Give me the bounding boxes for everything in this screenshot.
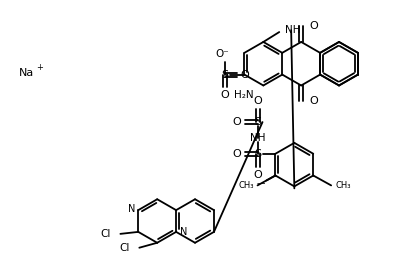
Text: +: + (36, 63, 43, 72)
Text: O: O (232, 117, 241, 127)
Text: N: N (180, 227, 188, 237)
Text: O: O (240, 70, 249, 80)
Text: S: S (254, 117, 261, 127)
Text: Cl: Cl (119, 243, 129, 253)
Text: CH₃: CH₃ (335, 181, 351, 190)
Text: O: O (253, 169, 262, 179)
Text: NH: NH (285, 25, 301, 35)
Text: H₂N: H₂N (234, 90, 254, 100)
Text: O: O (232, 149, 241, 159)
Text: O: O (253, 96, 262, 106)
Text: O⁻: O⁻ (216, 49, 230, 59)
Text: O: O (220, 90, 229, 100)
Text: S: S (221, 70, 228, 80)
Text: NH: NH (250, 133, 265, 143)
Text: N: N (128, 204, 135, 214)
Text: S: S (254, 149, 261, 159)
Text: O: O (309, 21, 318, 31)
Text: CH₃: CH₃ (238, 181, 254, 190)
Text: Cl: Cl (100, 229, 110, 239)
Text: —: — (256, 179, 265, 188)
Text: O: O (309, 96, 318, 106)
Text: Na: Na (19, 68, 34, 78)
